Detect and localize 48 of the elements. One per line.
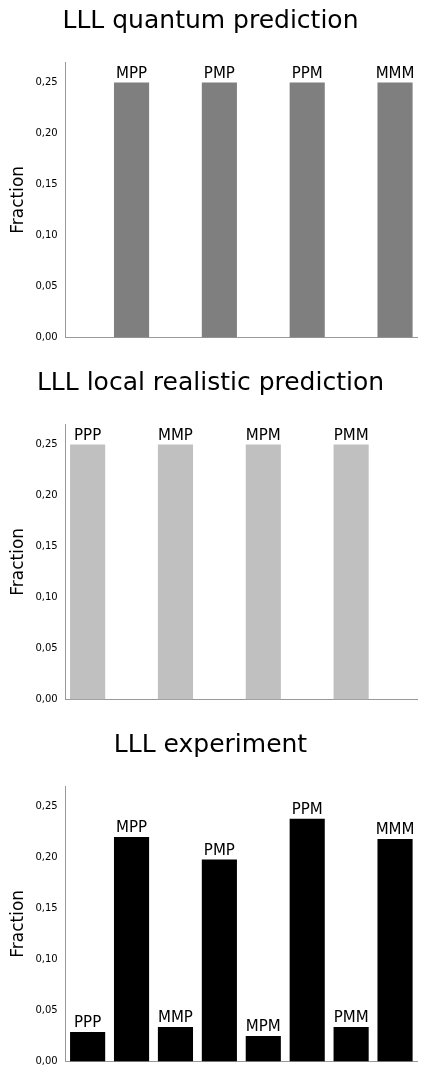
data-label: PPP — [74, 1013, 102, 1032]
y-tick-label: 0,25 — [35, 76, 58, 88]
data-label: MPM — [245, 425, 281, 444]
y-tick-label: 0,20 — [35, 851, 58, 863]
y-tick-label: 0,15 — [35, 902, 58, 914]
y-tick-label: 0,25 — [35, 438, 58, 450]
y-tick-label: 0,05 — [35, 642, 58, 654]
data-label: PMM — [333, 1008, 369, 1027]
data-label: MPP — [116, 818, 148, 837]
data-label: MMP — [157, 1008, 193, 1027]
y-tick-label: 0,15 — [35, 178, 58, 190]
y-tick-label: 0,00 — [35, 1055, 58, 1067]
y-axis-title: Fraction — [6, 527, 27, 596]
bar — [157, 1026, 194, 1062]
data-label: PPP — [74, 425, 102, 444]
data-label: MMM — [375, 820, 415, 839]
data-label: MPP — [116, 63, 148, 82]
data-label: MMP — [157, 425, 193, 444]
y-tick-label: 0,00 — [35, 331, 58, 343]
data-label: PMP — [203, 840, 235, 859]
y-tick-label: 0,10 — [35, 953, 58, 965]
bar — [70, 1032, 106, 1062]
data-label: PPM — [291, 63, 323, 82]
bar — [377, 839, 413, 1062]
y-tick-label: 0,00 — [35, 693, 58, 705]
chart-title: LLL local realistic prediction — [36, 366, 385, 396]
y-tick-label: 0,15 — [35, 540, 58, 552]
bar — [245, 1036, 281, 1062]
data-label: PPM — [291, 800, 323, 819]
data-label: PMP — [203, 63, 235, 82]
data-label: PMM — [333, 425, 369, 444]
chart-title: LLL quantum prediction — [62, 4, 359, 34]
y-tick-label: 0,05 — [35, 1004, 58, 1016]
bar — [289, 818, 325, 1062]
y-tick-label: 0,10 — [35, 229, 58, 241]
bar — [201, 859, 237, 1062]
data-label: MMM — [375, 63, 415, 82]
y-axis-title: Fraction — [6, 889, 27, 958]
y-tick-label: 0,10 — [35, 591, 58, 603]
y-tick-label: 0,25 — [35, 800, 58, 812]
bar — [333, 1026, 369, 1062]
bar — [113, 837, 150, 1062]
y-tick-label: 0,20 — [35, 127, 58, 139]
data-label: MPM — [245, 1017, 281, 1036]
y-tick-label: 0,20 — [35, 489, 58, 501]
y-axis-title: Fraction — [6, 165, 27, 234]
chart-title: LLL experiment — [113, 728, 308, 758]
y-tick-label: 0,05 — [35, 280, 58, 292]
